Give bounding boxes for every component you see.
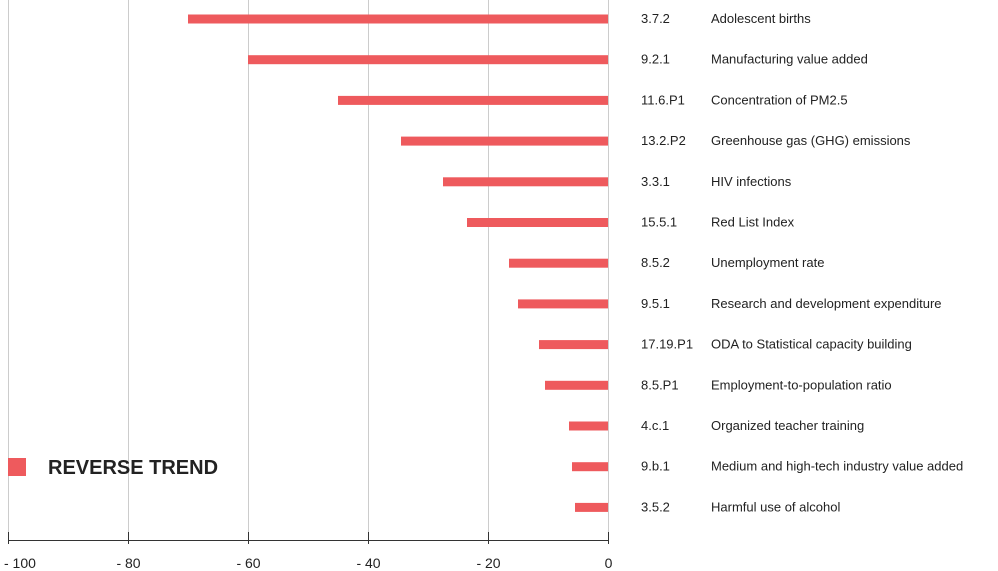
category-name: Adolescent births xyxy=(711,11,811,26)
x-tick-label: 0 xyxy=(605,555,613,571)
x-tick-label: - 60 xyxy=(236,555,260,571)
x-tick-label: - 40 xyxy=(356,555,380,571)
category-name: Red List Index xyxy=(711,215,795,230)
category-code: 17.19.P1 xyxy=(641,337,693,352)
category-name: Greenhouse gas (GHG) emissions xyxy=(711,133,911,148)
bar xyxy=(569,421,608,431)
x-tick-label: - 20 xyxy=(476,555,500,571)
bar xyxy=(248,55,608,65)
category-name: Manufacturing value added xyxy=(711,52,868,67)
category-code: 3.7.2 xyxy=(641,11,670,26)
category-name: HIV infections xyxy=(711,174,792,189)
category-labels: 3.7.2 Adolescent births 9.2.1 Manufacturing… xyxy=(641,11,963,514)
bar xyxy=(539,340,608,350)
category-name: Unemployment rate xyxy=(711,255,824,270)
category-name: Medium and high-tech industry value adde… xyxy=(711,459,963,474)
bar xyxy=(467,218,608,227)
bar xyxy=(401,136,608,146)
legend-label: REVERSE TREND xyxy=(48,457,218,479)
category-code: 3.3.1 xyxy=(641,174,670,189)
category-name: Harmful use of alcohol xyxy=(711,499,840,514)
x-tick-label: - 80 xyxy=(116,555,140,571)
category-name: ODA to Statistical capacity building xyxy=(711,337,912,352)
category-code: 11.6.P1 xyxy=(641,92,685,107)
category-name: Employment-to-population ratio xyxy=(711,377,892,392)
category-code: 8.5.P1 xyxy=(641,377,679,392)
category-name: Organized teacher training xyxy=(711,418,864,433)
category-code: 8.5.2 xyxy=(641,255,670,270)
bar xyxy=(545,380,608,390)
bar xyxy=(518,299,608,309)
category-name: Research and development expenditure xyxy=(711,296,942,311)
category-name: Concentration of PM2.5 xyxy=(711,92,848,107)
category-code: 9.2.1 xyxy=(641,52,670,67)
legend-swatch xyxy=(8,458,26,476)
bar xyxy=(443,177,608,187)
bar xyxy=(338,95,608,105)
category-code: 9.b.1 xyxy=(641,459,670,474)
bar xyxy=(572,462,608,472)
category-code: 15.5.1 xyxy=(641,215,677,230)
x-tick-label: - 100 xyxy=(4,555,36,571)
bar-layer xyxy=(188,14,608,512)
bar xyxy=(188,14,608,24)
bar xyxy=(509,258,608,268)
legend: REVERSE TREND xyxy=(8,457,218,479)
bar xyxy=(575,502,608,512)
grid-layer xyxy=(8,0,609,540)
x-axis: - 100 - 80 - 60 - 40 - 20 0 xyxy=(4,532,613,571)
category-code: 4.c.1 xyxy=(641,418,669,433)
category-code: 13.2.P2 xyxy=(641,133,686,148)
category-code: 3.5.2 xyxy=(641,499,670,514)
category-code: 9.5.1 xyxy=(641,296,670,311)
